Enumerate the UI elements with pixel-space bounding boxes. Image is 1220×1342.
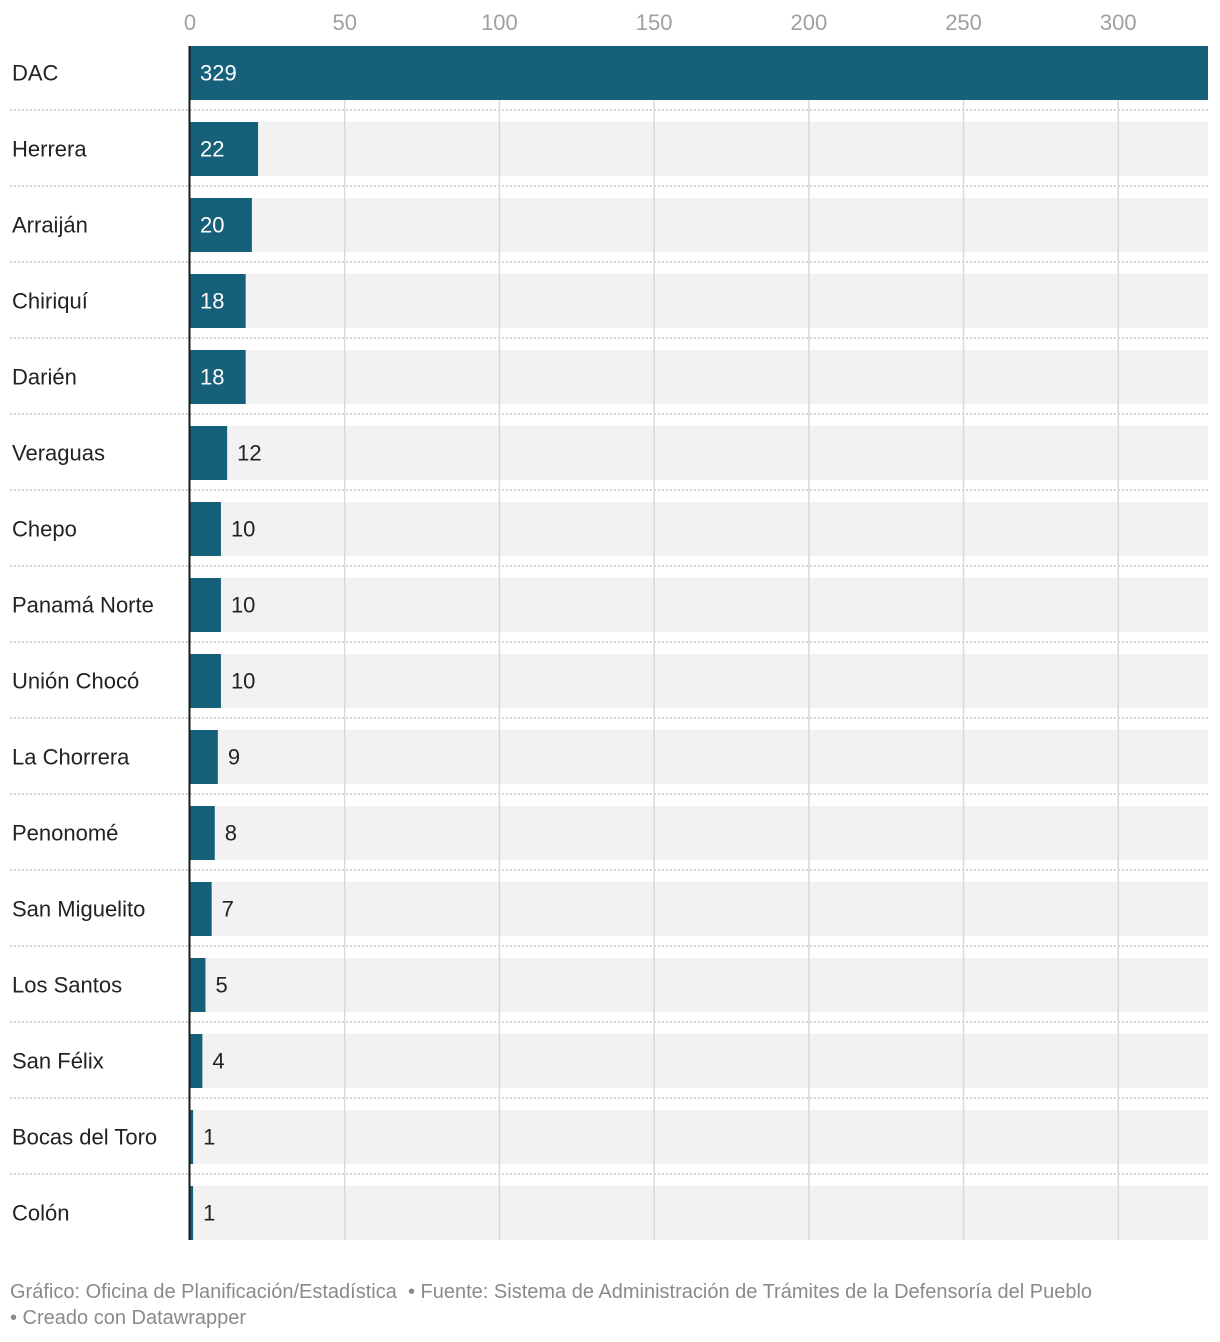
bar bbox=[190, 350, 246, 404]
bar bbox=[190, 1034, 203, 1088]
data-label: 1 bbox=[203, 1201, 215, 1226]
category-label: Penonomé bbox=[12, 821, 118, 846]
category-label: Darién bbox=[12, 365, 77, 390]
bar bbox=[190, 654, 221, 708]
bar bbox=[190, 46, 1208, 100]
data-label: 22 bbox=[200, 137, 224, 162]
category-label: San Félix bbox=[12, 1049, 104, 1074]
category-label: Veraguas bbox=[12, 441, 105, 466]
bar bbox=[190, 578, 221, 632]
category-label: Panamá Norte bbox=[12, 593, 154, 618]
x-tick-label: 300 bbox=[1100, 10, 1137, 35]
background-bar bbox=[190, 1034, 1208, 1088]
data-label: 8 bbox=[225, 821, 237, 846]
background-bar bbox=[190, 654, 1208, 708]
data-label: 20 bbox=[200, 213, 224, 238]
category-label: Bocas del Toro bbox=[12, 1125, 157, 1150]
background-bar bbox=[190, 730, 1208, 784]
footer-credit: Gráfico: Oficina de Planificación/Estadí… bbox=[10, 1281, 397, 1303]
category-label: La Chorrera bbox=[12, 745, 130, 770]
background-bar bbox=[190, 1186, 1208, 1240]
bar bbox=[190, 1186, 194, 1240]
x-tick-label: 150 bbox=[636, 10, 673, 35]
x-tick-label: 200 bbox=[790, 10, 827, 35]
data-label: 10 bbox=[231, 517, 255, 542]
data-label: 1 bbox=[203, 1125, 215, 1150]
bar bbox=[190, 198, 252, 252]
data-label: 10 bbox=[231, 593, 255, 618]
background-bar bbox=[190, 274, 1208, 328]
footer-source: • Fuente: Sistema de Administración de T… bbox=[407, 1281, 1093, 1303]
background-bar bbox=[190, 958, 1208, 1012]
category-label: Los Santos bbox=[12, 973, 122, 998]
data-label: 9 bbox=[228, 745, 240, 770]
bar bbox=[190, 426, 228, 480]
background-bar bbox=[190, 350, 1208, 404]
background-bar bbox=[190, 1110, 1208, 1164]
data-label: 5 bbox=[215, 973, 227, 998]
background-bar bbox=[190, 122, 1208, 176]
bar bbox=[190, 502, 221, 556]
data-label: 7 bbox=[222, 897, 234, 922]
category-label: Unión Chocó bbox=[12, 669, 139, 694]
bar-chart: 0 50 100 150 200 250 300 DAC 329 Herrera 22 Arraij… bbox=[10, 10, 1208, 1240]
data-label: 329 bbox=[200, 61, 237, 86]
footer-tool: • Creado con Datawrapper bbox=[10, 1307, 247, 1329]
bar bbox=[190, 958, 206, 1012]
bar bbox=[190, 1110, 194, 1164]
x-tick-label: 250 bbox=[945, 10, 982, 35]
category-label: DAC bbox=[12, 61, 59, 86]
background-bar bbox=[190, 198, 1208, 252]
category-label: Colón bbox=[12, 1201, 69, 1226]
background-bar bbox=[190, 578, 1208, 632]
data-label: 10 bbox=[231, 669, 255, 694]
data-label: 4 bbox=[212, 1049, 224, 1074]
category-label: Herrera bbox=[12, 137, 87, 162]
x-tick-label: 50 bbox=[332, 10, 356, 35]
bar bbox=[190, 806, 215, 860]
bar bbox=[190, 122, 259, 176]
background-bar bbox=[190, 426, 1208, 480]
bar bbox=[190, 882, 212, 936]
category-label: San Miguelito bbox=[12, 897, 145, 922]
data-label: 18 bbox=[200, 365, 224, 390]
bar bbox=[190, 274, 246, 328]
x-tick-label: 100 bbox=[481, 10, 518, 35]
x-tick-label: 0 bbox=[184, 10, 196, 35]
chart-footer: Gráfico: Oficina de Planificación/Estadí… bbox=[10, 1279, 1210, 1331]
data-label: 18 bbox=[200, 289, 224, 314]
category-label: Arraiján bbox=[12, 213, 88, 238]
category-label: Chiriquí bbox=[12, 289, 88, 314]
background-bar bbox=[190, 882, 1208, 936]
bar bbox=[190, 730, 218, 784]
category-label: Chepo bbox=[12, 517, 77, 542]
background-bar bbox=[190, 502, 1208, 556]
data-label: 12 bbox=[237, 441, 261, 466]
background-bar bbox=[190, 806, 1208, 860]
